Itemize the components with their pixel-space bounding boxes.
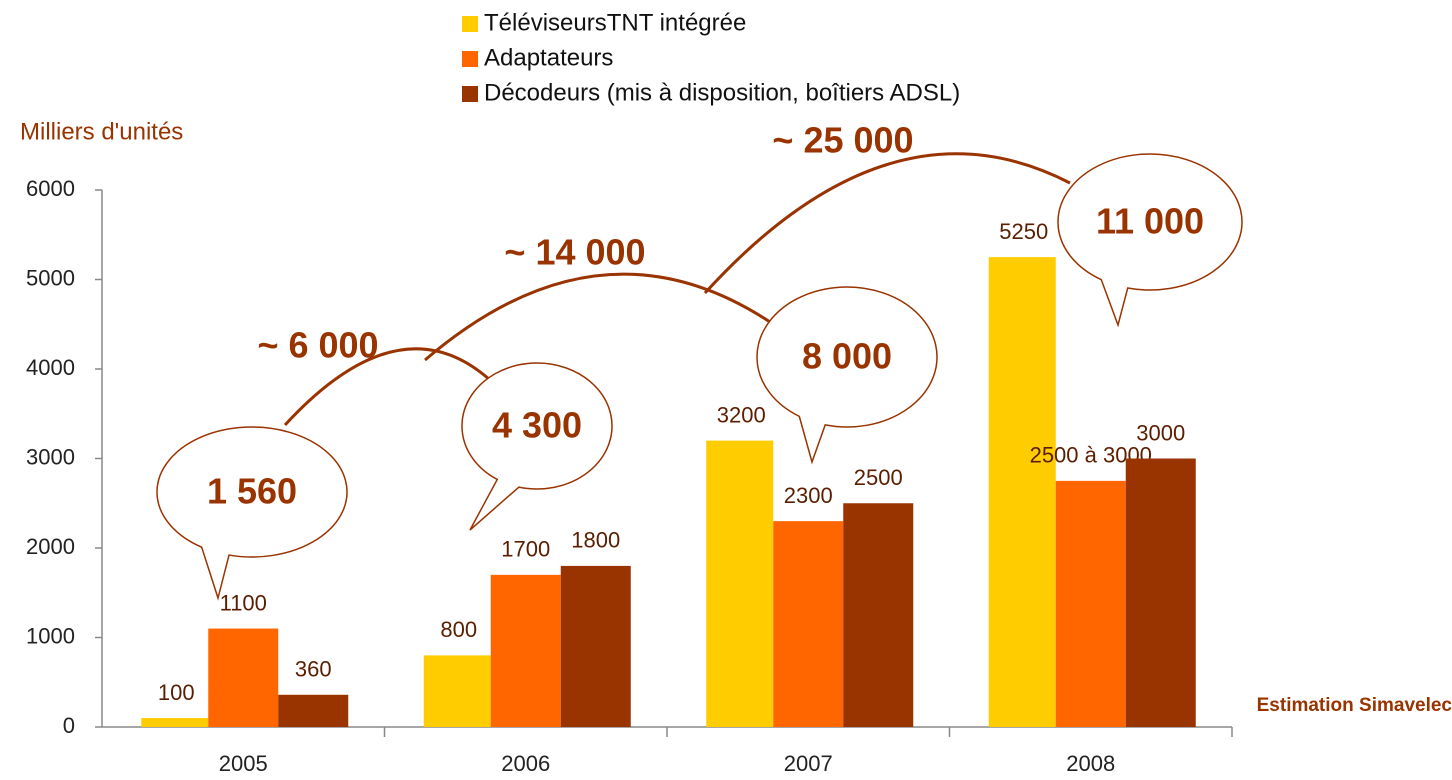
bar — [560, 565, 631, 727]
value-label: 360 — [295, 657, 332, 682]
bar — [278, 694, 349, 727]
speech-bubble — [756, 286, 938, 465]
bar — [141, 718, 209, 727]
bar — [1055, 480, 1126, 727]
bar — [843, 503, 914, 727]
bar — [773, 521, 844, 727]
source-note: Estimation Simavelec — [1257, 695, 1452, 716]
bar — [423, 655, 491, 727]
bar — [490, 574, 561, 727]
cumulative-arc — [424, 272, 771, 362]
x-tick-label: 2008 — [1066, 751, 1115, 776]
cumulative-label: ~ 6 000 — [257, 325, 378, 366]
value-label: 3200 — [717, 402, 766, 427]
legend-swatch — [462, 16, 478, 32]
legend-label: Décodeurs (mis à disposition, boîtiers A… — [484, 79, 960, 106]
y-tick-label: 2000 — [26, 534, 75, 559]
y-tick-label: 3000 — [26, 444, 75, 469]
total-label: 11 000 — [1096, 201, 1204, 242]
cumulative-label: ~ 25 000 — [772, 120, 913, 161]
total-label: 1 560 — [207, 471, 297, 512]
value-label: 3000 — [1136, 420, 1185, 445]
y-tick-label: 4000 — [26, 355, 75, 380]
speech-bubble — [1057, 153, 1243, 328]
bar — [988, 257, 1056, 727]
value-label: 5250 — [999, 219, 1048, 244]
value-label: 800 — [440, 617, 477, 642]
total-label: 8 000 — [802, 336, 892, 377]
x-tick-label: 2006 — [501, 751, 550, 776]
y-tick-label: 5000 — [26, 265, 75, 290]
speech-bubble — [156, 426, 348, 601]
bar — [706, 440, 774, 727]
legend-swatch — [462, 51, 478, 67]
value-label: 100 — [158, 680, 195, 705]
total-label: 4 300 — [492, 405, 582, 446]
x-tick-label: 2005 — [219, 751, 268, 776]
cumulative-arc — [703, 152, 1071, 295]
value-label: 1700 — [501, 537, 550, 562]
legend-swatch — [462, 86, 478, 102]
x-tick-label: 2007 — [784, 751, 833, 776]
bar — [208, 628, 279, 727]
legend-label: TéléviseursTNT intégrée — [484, 9, 746, 36]
y-tick-label: 0 — [63, 713, 75, 738]
cumulative-arc — [283, 347, 491, 427]
speech-bubble — [461, 362, 613, 531]
y-axis-label: Milliers d'unités — [20, 118, 183, 145]
y-tick-label: 6000 — [26, 176, 75, 201]
y-tick-label: 1000 — [26, 623, 75, 648]
value-label: 1800 — [571, 528, 620, 553]
legend-label: Adaptateurs — [484, 44, 613, 71]
value-label: 2500 — [854, 465, 903, 490]
value-label: 1100 — [220, 590, 267, 615]
cumulative-label: ~ 14 000 — [504, 232, 645, 273]
bar — [1125, 458, 1196, 727]
value-label: 2300 — [784, 483, 833, 508]
